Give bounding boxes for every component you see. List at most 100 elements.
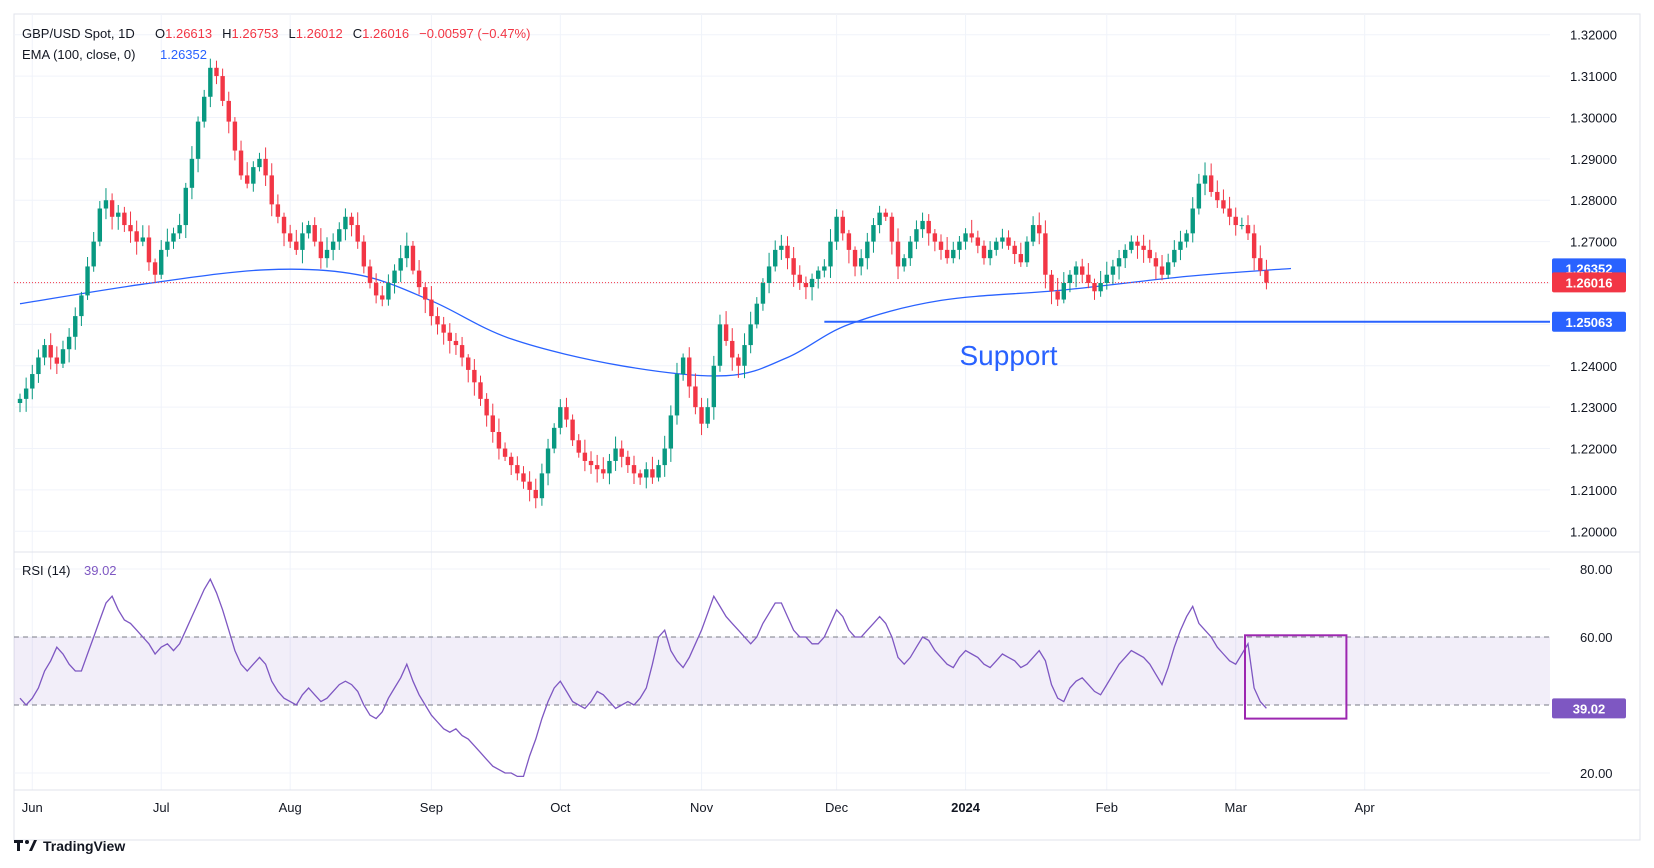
candle-body [116,212,121,217]
candle-body [527,481,532,490]
candle-body [791,258,796,275]
candle-body [42,345,47,358]
candle-body [613,448,618,461]
candle-body [177,225,182,234]
candle-body [54,357,60,364]
candle-body [423,287,428,300]
candle-body [220,76,225,101]
candle-body [275,204,281,217]
candle-body [717,324,723,366]
candle-body [146,237,152,263]
ohlc-c-value: 1.26016 [362,26,409,41]
candle-body [858,258,864,267]
candle-body [195,121,201,159]
price-tick-label: 1.21000 [1570,483,1617,498]
ema-legend-label[interactable]: EMA (100, close, 0) [22,47,135,62]
ohlc-h-value: 1.26753 [232,26,279,41]
candle-body [208,67,213,97]
rsi-legend-value: 39.02 [84,563,117,578]
candle-body [466,357,471,370]
candle-body [294,241,299,250]
candle-body [478,382,483,399]
ohlc-o-label: O [155,26,165,41]
candle-body [189,158,195,188]
candle-body [1018,254,1024,263]
candle-body [766,266,772,283]
candle-body [551,427,557,449]
candle-body [981,245,987,259]
candle-body [889,216,895,242]
candle-body [269,175,274,205]
candle-body [416,270,422,288]
branding[interactable]: TradingView [14,838,125,854]
candle-body [1135,241,1140,246]
time-axis[interactable]: Jun Jul Aug Sep Oct Nov Dec 2024 Feb Mar Apr [22,800,1376,815]
candle-body [656,465,661,478]
price-tick-label: 1.23000 [1570,400,1617,415]
candle-body [742,345,747,366]
candle-body [373,283,379,296]
candle-body [140,237,145,242]
candle-body [969,233,974,238]
candle-body [975,237,981,246]
candle-body [490,415,495,432]
candle-body [674,374,680,416]
candle-body [723,324,729,341]
candle-body [797,274,802,283]
symbol-title[interactable]: GBP/USD Spot, 1D [22,26,135,41]
candle-body [662,448,667,466]
candle-body [502,448,508,457]
rsi-legend-label[interactable]: RSI (14) [22,563,70,578]
price-axis-badge [1552,272,1626,293]
candle-body [1190,208,1195,234]
candle-body [865,241,870,259]
candle-body [1147,249,1152,259]
candle-body [693,386,698,408]
candle-body [472,369,477,383]
support-layer: Support [824,320,1550,371]
candle-body [306,225,311,234]
candle-body [441,324,446,333]
candle-body [1196,183,1202,209]
ema-legend-value: 1.26352 [160,47,207,62]
candle-body [429,299,434,317]
time-tick-label: Apr [1355,800,1376,815]
candle-body [171,233,176,242]
candle-body [816,270,821,279]
candle-body [281,216,287,234]
candle-body [944,249,950,259]
candle-body [380,295,385,300]
candle-body [109,200,115,217]
candle-body [232,121,238,151]
candle-body [594,465,600,470]
candle-body [545,448,551,474]
candle-body [214,67,219,77]
candle-body [287,233,293,242]
candle-body [920,220,925,230]
candles [17,58,1269,509]
candle-body [103,200,109,209]
candle-body [484,398,489,416]
candle-body [908,241,913,259]
ohlc-c-label: C [353,26,362,41]
candle-body [257,158,262,168]
candle-body [263,158,268,176]
price-tick-label: 1.32000 [1570,28,1617,43]
candle-body [828,241,833,267]
candle-body [760,283,766,304]
chart-frame [13,13,1641,841]
candle-body [30,374,35,389]
candle-body [459,345,465,358]
candle-body [1215,191,1220,201]
candle-body [134,231,139,242]
candle-body [601,469,606,474]
candle-body [152,262,158,275]
ohlc-l-label: L [289,26,296,41]
price-tick-label: 1.27000 [1570,235,1617,250]
candle-body [404,245,410,259]
candle-body [779,245,784,250]
candle-body [564,407,569,420]
candle-body [73,316,78,337]
candle-body [85,266,90,296]
